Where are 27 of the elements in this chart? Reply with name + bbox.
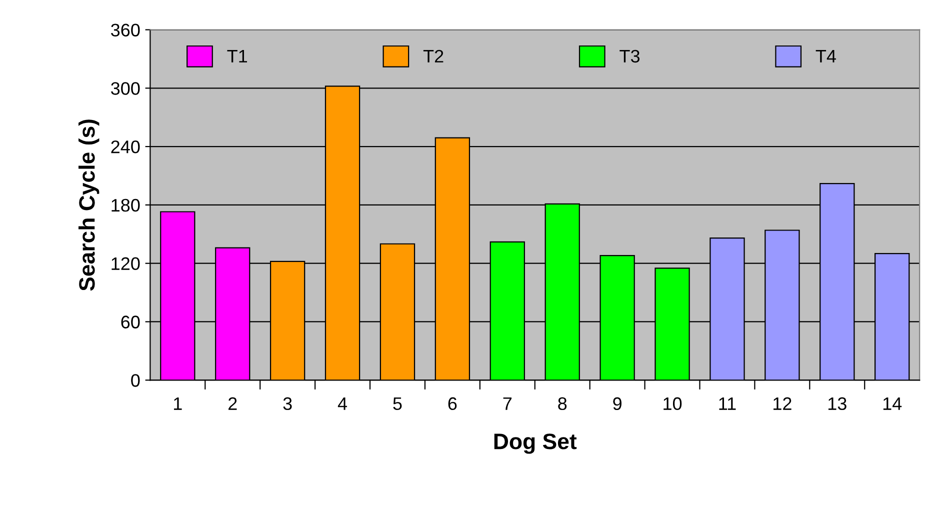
x-tick-label: 11	[719, 397, 736, 410]
x-tick-label: 10	[664, 397, 682, 410]
x-tick-label: 9	[613, 397, 622, 410]
x-tick-label: 3	[283, 397, 292, 410]
x-tick-label: 7	[503, 397, 512, 410]
y-tick-label: 0	[131, 374, 140, 387]
y-tick-label: 360	[111, 24, 140, 36]
x-tick-label: 8	[558, 397, 567, 410]
x-tick-label: 1	[174, 397, 182, 410]
x-tick-label: 14	[883, 397, 902, 410]
y-tick-label: 60	[121, 316, 140, 328]
y-tick-label: 300	[111, 82, 140, 95]
x-tick-label: 2	[228, 397, 237, 410]
y-tick-label: 180	[112, 198, 140, 212]
x-tick-label: 4	[338, 397, 348, 410]
y-axis-title: Search Cycle (s)	[78, 120, 100, 291]
y-tick-label: 240	[111, 140, 140, 154]
legend-label: T3	[620, 50, 640, 63]
x-tick-label: 12	[774, 397, 792, 410]
legend-label: T4	[816, 50, 836, 62]
x-tick-label: 13	[828, 397, 846, 410]
y-tick-label: 120	[112, 257, 140, 270]
x-tick-label: 6	[448, 397, 457, 410]
legend-label: T1	[227, 50, 247, 62]
legend-label: T2	[423, 50, 444, 62]
x-axis-title: Dog Set	[494, 434, 577, 454]
x-tick-label: 5	[393, 397, 402, 410]
